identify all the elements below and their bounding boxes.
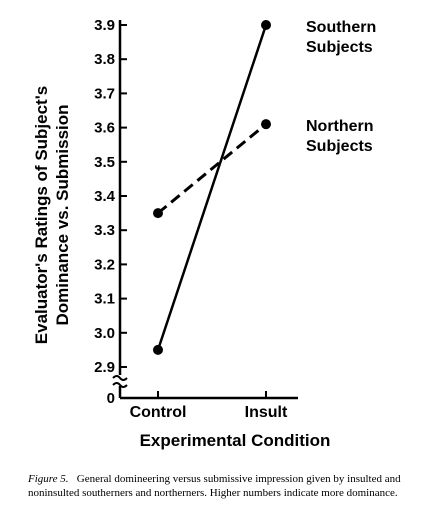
data-point: [153, 208, 163, 219]
series-label: Subjects: [306, 39, 373, 56]
y-tick-label: 3.0: [94, 325, 115, 342]
y-tick-label: 3.8: [94, 51, 115, 68]
y-tick-label: 2.9: [94, 359, 115, 376]
y-tick-label: 3.9: [94, 17, 115, 34]
caption-text: General domineering versus submissive im…: [28, 473, 401, 499]
x-axis-title: Experimental Condition: [140, 431, 331, 450]
figure-label: Figure 5.: [28, 473, 69, 485]
axis-break-mark: [112, 382, 128, 388]
series-label: Northern: [306, 118, 374, 135]
data-point: [261, 119, 271, 130]
y-tick-label: 3.3: [94, 222, 115, 239]
y-tick-label: 0: [107, 390, 115, 407]
y-axis: 0 2.9 3.0 3.1 3.2 3.3 3.4 3.5 3.6 3.7 3.8 3.9: [94, 17, 128, 407]
y-tick-label: 3.5: [94, 154, 115, 171]
data-point: [261, 20, 271, 30]
y-tick-label: 3.6: [94, 120, 115, 137]
y-axis-title-line-2: Dominance vs. Submission: [53, 104, 72, 325]
y-tick-label: 3.1: [94, 291, 115, 308]
y-tick-label: 3.7: [94, 85, 115, 102]
series-line: [156, 24, 268, 351]
chart: 0 2.9 3.0 3.1 3.2 3.3 3.4 3.5 3.6 3.7 3.8 3.9 Contr…: [32, 17, 376, 450]
figure-caption: Figure 5. General domineering versus sub…: [28, 472, 413, 500]
series-label: Subjects: [306, 138, 373, 155]
x-tick-label: Control: [130, 404, 187, 421]
series-layer: Southern Subjects Northern Subjects: [153, 19, 376, 355]
series-line: [157, 123, 267, 215]
x-tick-label: Insult: [245, 404, 288, 421]
x-axis: Control Insult: [120, 391, 298, 421]
axis-break-mark: [112, 375, 128, 381]
y-tick-label: 3.2: [94, 256, 115, 273]
y-tick-label: 3.4: [94, 188, 116, 205]
data-point: [153, 344, 163, 355]
y-axis-title-line-1: Evaluator's Ratings of Subject's: [32, 86, 51, 344]
series-label: Southern: [306, 19, 376, 36]
